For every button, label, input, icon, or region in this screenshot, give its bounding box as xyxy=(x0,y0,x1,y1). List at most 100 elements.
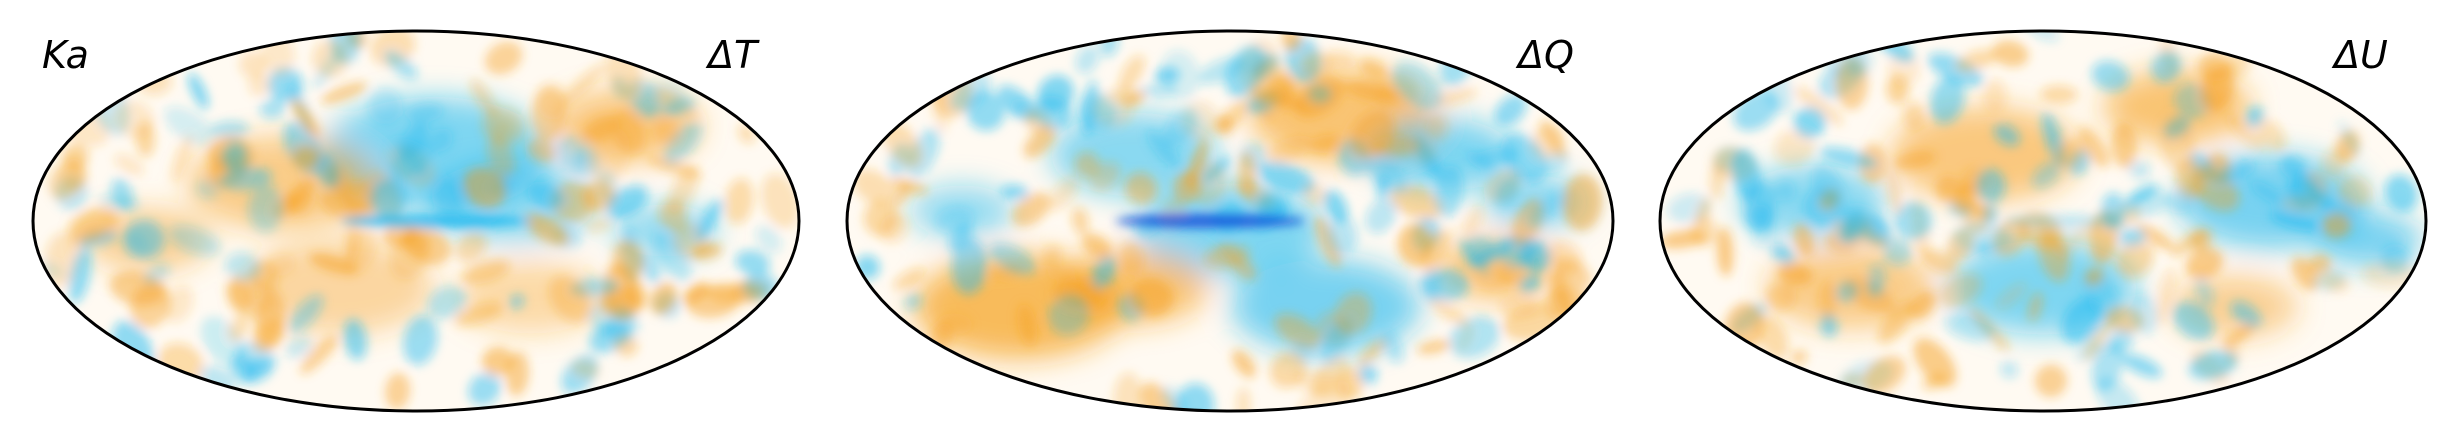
warm-speckle xyxy=(1765,283,1797,312)
cool-speckle xyxy=(431,176,464,217)
cool-speckle xyxy=(285,336,314,359)
map-outline xyxy=(1658,29,2428,413)
cool-speckle xyxy=(1048,293,1090,336)
warm-speckle xyxy=(649,282,678,315)
warm-speckle xyxy=(1696,197,1711,228)
cool-speckle xyxy=(429,128,453,152)
panel-band-label: Ka xyxy=(42,33,89,77)
warm-speckle xyxy=(2321,149,2346,180)
warm-speckle xyxy=(1302,182,1327,207)
cool-speckle xyxy=(468,372,502,406)
warm-speckle xyxy=(652,117,679,145)
warm-speckle xyxy=(892,268,925,290)
cool-speckle xyxy=(2250,180,2286,206)
cool-speckle xyxy=(1146,129,1181,169)
sky-map-panel-delta-t: Ka ΔT xyxy=(31,29,801,413)
cool-speckle xyxy=(1527,190,1565,229)
panel-title-delta-q: ΔQ xyxy=(1515,33,1574,77)
warm-speckle xyxy=(1113,372,1143,411)
cool-speckle xyxy=(1078,92,1117,132)
warm-speckle xyxy=(1023,126,1056,158)
cool-speckle xyxy=(2194,277,2215,309)
panel-title-delta-t: ΔT xyxy=(705,33,760,77)
warm-speckle xyxy=(1921,249,1958,275)
cool-speckle xyxy=(1929,76,1965,124)
warm-speckle xyxy=(1236,387,1251,411)
warm-speckle xyxy=(2155,267,2176,326)
warm-speckle xyxy=(1047,265,1077,280)
cool-speckle xyxy=(343,318,367,361)
cool-speckle xyxy=(69,247,92,304)
warm-speckle xyxy=(581,181,617,212)
warm-speckle xyxy=(2136,223,2175,251)
cool-speckle xyxy=(406,102,444,123)
cool-speckle xyxy=(1323,189,1348,223)
cool-speckle xyxy=(2118,227,2147,246)
cool-speckle xyxy=(392,136,429,178)
warm-speckle xyxy=(612,239,644,281)
warm-speckle xyxy=(2362,260,2418,288)
cool-speckle xyxy=(607,185,648,219)
warm-speckle xyxy=(1429,298,1470,327)
warm-speckle xyxy=(1689,216,1718,247)
cool-speckle xyxy=(1419,268,1470,302)
cool-speckle xyxy=(1838,211,1865,244)
warm-speckle xyxy=(1266,135,1312,164)
warm-speckle xyxy=(248,72,272,97)
warm-speckle xyxy=(527,138,556,163)
cool-speckle xyxy=(1820,312,1838,337)
warm-speckle xyxy=(1790,349,1808,365)
cool-speckle xyxy=(368,88,403,125)
cool-speckle xyxy=(1160,50,1200,99)
cool-speckle xyxy=(403,315,438,365)
cool-speckle xyxy=(1793,107,1826,138)
cool-speckle xyxy=(1834,281,1859,303)
warm-speckle xyxy=(1955,49,1998,72)
warm-speckle xyxy=(1794,86,1844,126)
cool-speckle xyxy=(1162,107,1199,147)
warm-speckle xyxy=(2322,212,2352,238)
warm-speckle xyxy=(1349,109,1395,158)
cool-speckle xyxy=(259,99,286,119)
cool-speckle xyxy=(125,230,150,253)
cool-speckle xyxy=(947,223,973,251)
warm-speckle xyxy=(761,173,799,229)
warm-speckle xyxy=(1922,373,1947,390)
warm-speckle xyxy=(470,78,498,119)
warm-speckle xyxy=(455,231,487,263)
warm-speckle xyxy=(1047,176,1080,212)
cool-speckle xyxy=(509,294,525,309)
cool-speckle xyxy=(1000,184,1030,200)
cool-speckle xyxy=(1748,204,1775,232)
warm-speckle xyxy=(454,302,503,327)
warm-speckle xyxy=(308,253,358,275)
warm-speckle xyxy=(2337,176,2372,209)
cool-speckle xyxy=(163,106,216,147)
warm-speckle xyxy=(2190,228,2212,251)
cool-speckle xyxy=(603,309,640,344)
warm-speckle xyxy=(1992,40,2029,67)
warm-speckle xyxy=(707,281,761,306)
warm-speckle xyxy=(1996,282,2027,309)
warm-speckle xyxy=(1358,58,1388,79)
cool-speckle xyxy=(1494,94,1527,127)
warm-speckle xyxy=(2185,247,2224,280)
cool-speckle xyxy=(2125,183,2159,207)
cool-speckle xyxy=(2031,160,2062,189)
sky-map-panel-delta-u: ΔU xyxy=(1658,29,2428,413)
warm-speckle xyxy=(1112,84,1134,105)
cool-speckle xyxy=(369,178,409,217)
cool-speckle xyxy=(1774,179,1796,202)
warm-speckle xyxy=(113,100,155,139)
warm-speckle xyxy=(1462,205,1484,236)
warm-speckle xyxy=(561,62,606,106)
cool-speckle xyxy=(1435,165,1464,218)
warm-speckle xyxy=(286,178,314,213)
cool-speckle xyxy=(1866,281,1885,299)
warm-speckle xyxy=(1301,51,1334,79)
warm-speckle xyxy=(1231,349,1256,378)
cool-speckle xyxy=(2313,189,2333,211)
warm-speckle xyxy=(505,351,529,397)
warm-speckle xyxy=(1309,134,1341,154)
cool-speckle xyxy=(225,140,251,177)
